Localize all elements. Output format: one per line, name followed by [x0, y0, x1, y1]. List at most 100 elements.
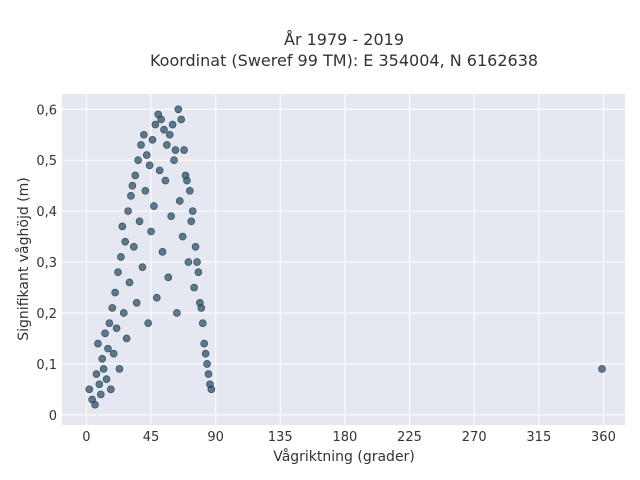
data-point — [173, 309, 181, 317]
data-point — [104, 344, 112, 353]
data-point — [175, 197, 184, 205]
data-point — [191, 242, 200, 251]
data-point — [127, 192, 135, 200]
data-point — [184, 258, 193, 266]
data-point — [92, 370, 101, 378]
data-point — [109, 349, 118, 358]
y-tick-label: 0,5 — [36, 154, 57, 169]
data-point — [125, 278, 134, 287]
data-point — [102, 375, 111, 383]
data-point — [140, 130, 148, 139]
data-point — [155, 166, 164, 175]
data-point — [598, 365, 606, 373]
data-point — [130, 242, 138, 251]
data-point — [161, 176, 170, 185]
x-tick-labels: 0 45 90 135 180 225 270 315 360 — [82, 430, 616, 445]
data-point — [171, 146, 180, 154]
data-point — [112, 324, 121, 333]
y-tick-label: 0,3 — [36, 256, 57, 271]
data-point — [111, 288, 119, 297]
data-point — [141, 186, 150, 195]
y-tick-label: 0,4 — [36, 205, 57, 220]
data-point — [200, 339, 208, 348]
data-point — [147, 227, 155, 236]
y-tick-label: 0,6 — [36, 103, 57, 118]
data-point — [148, 136, 157, 144]
data-point — [132, 298, 141, 307]
data-point — [160, 125, 168, 134]
y-tick-label: 0,1 — [36, 358, 57, 373]
x-tick-label: 315 — [526, 430, 551, 445]
data-point — [165, 130, 174, 139]
data-point — [95, 380, 104, 389]
data-point — [183, 176, 191, 185]
x-tick-label: 270 — [462, 430, 487, 445]
x-tick-label: 180 — [333, 430, 358, 445]
data-point — [96, 390, 105, 399]
data-point — [128, 181, 137, 190]
data-point — [137, 141, 145, 149]
y-tick-labels: 0 0,1 0,2 0,3 0,4 0,5 0,6 — [36, 103, 57, 424]
data-point — [115, 365, 124, 373]
data-point — [180, 146, 188, 154]
data-point — [152, 293, 161, 302]
data-point — [121, 237, 129, 246]
data-point — [108, 304, 117, 312]
x-tick-label: 0 — [82, 430, 90, 445]
y-tick-label: 0,2 — [36, 307, 57, 322]
data-point — [142, 151, 151, 159]
y-tick-label: 0 — [49, 409, 57, 424]
data-point — [114, 268, 122, 277]
data-point — [163, 141, 171, 149]
data-point — [122, 334, 131, 343]
data-point — [94, 339, 102, 348]
chart-title-line1: År 1979 - 2019 — [284, 30, 404, 49]
data-point — [145, 161, 154, 170]
data-point — [101, 329, 109, 338]
data-point — [117, 253, 125, 261]
data-point — [187, 217, 196, 226]
x-tick-label: 225 — [397, 430, 422, 445]
data-point — [150, 202, 158, 210]
data-point — [168, 120, 177, 129]
data-point — [118, 222, 127, 231]
data-point — [188, 207, 197, 215]
grid-lines — [62, 94, 625, 425]
data-point — [164, 273, 173, 282]
data-point — [131, 171, 140, 180]
x-tick-label: 90 — [207, 430, 224, 445]
data-point — [194, 268, 203, 277]
data-point — [201, 349, 210, 358]
x-tick-label: 360 — [591, 430, 616, 445]
data-point — [157, 115, 165, 124]
data-point — [119, 309, 128, 317]
data-point — [178, 232, 187, 241]
data-points — [85, 105, 606, 409]
data-point — [151, 120, 160, 129]
data-point — [98, 354, 107, 363]
data-point — [203, 360, 211, 368]
data-point — [207, 385, 216, 394]
data-point — [174, 105, 183, 114]
data-point — [85, 385, 94, 394]
data-point — [167, 212, 175, 221]
data-point — [144, 319, 152, 327]
data-point — [190, 283, 198, 292]
data-point — [107, 385, 115, 394]
data-point — [99, 365, 108, 373]
data-point — [124, 207, 132, 215]
data-point — [91, 400, 99, 409]
data-point — [198, 319, 207, 327]
data-point — [105, 319, 114, 327]
data-point — [158, 248, 167, 256]
data-point — [204, 370, 213, 378]
x-tick-label: 45 — [143, 430, 160, 445]
x-tick-label: 135 — [268, 430, 293, 445]
plot-area — [62, 94, 625, 425]
data-point — [197, 304, 206, 312]
chart-title-line2: Koordinat (Sweref 99 TM): E 354004, N 61… — [150, 51, 538, 70]
data-point — [135, 217, 144, 226]
x-axis-title: Vågriktning (grader) — [273, 448, 415, 465]
data-point — [186, 186, 194, 195]
